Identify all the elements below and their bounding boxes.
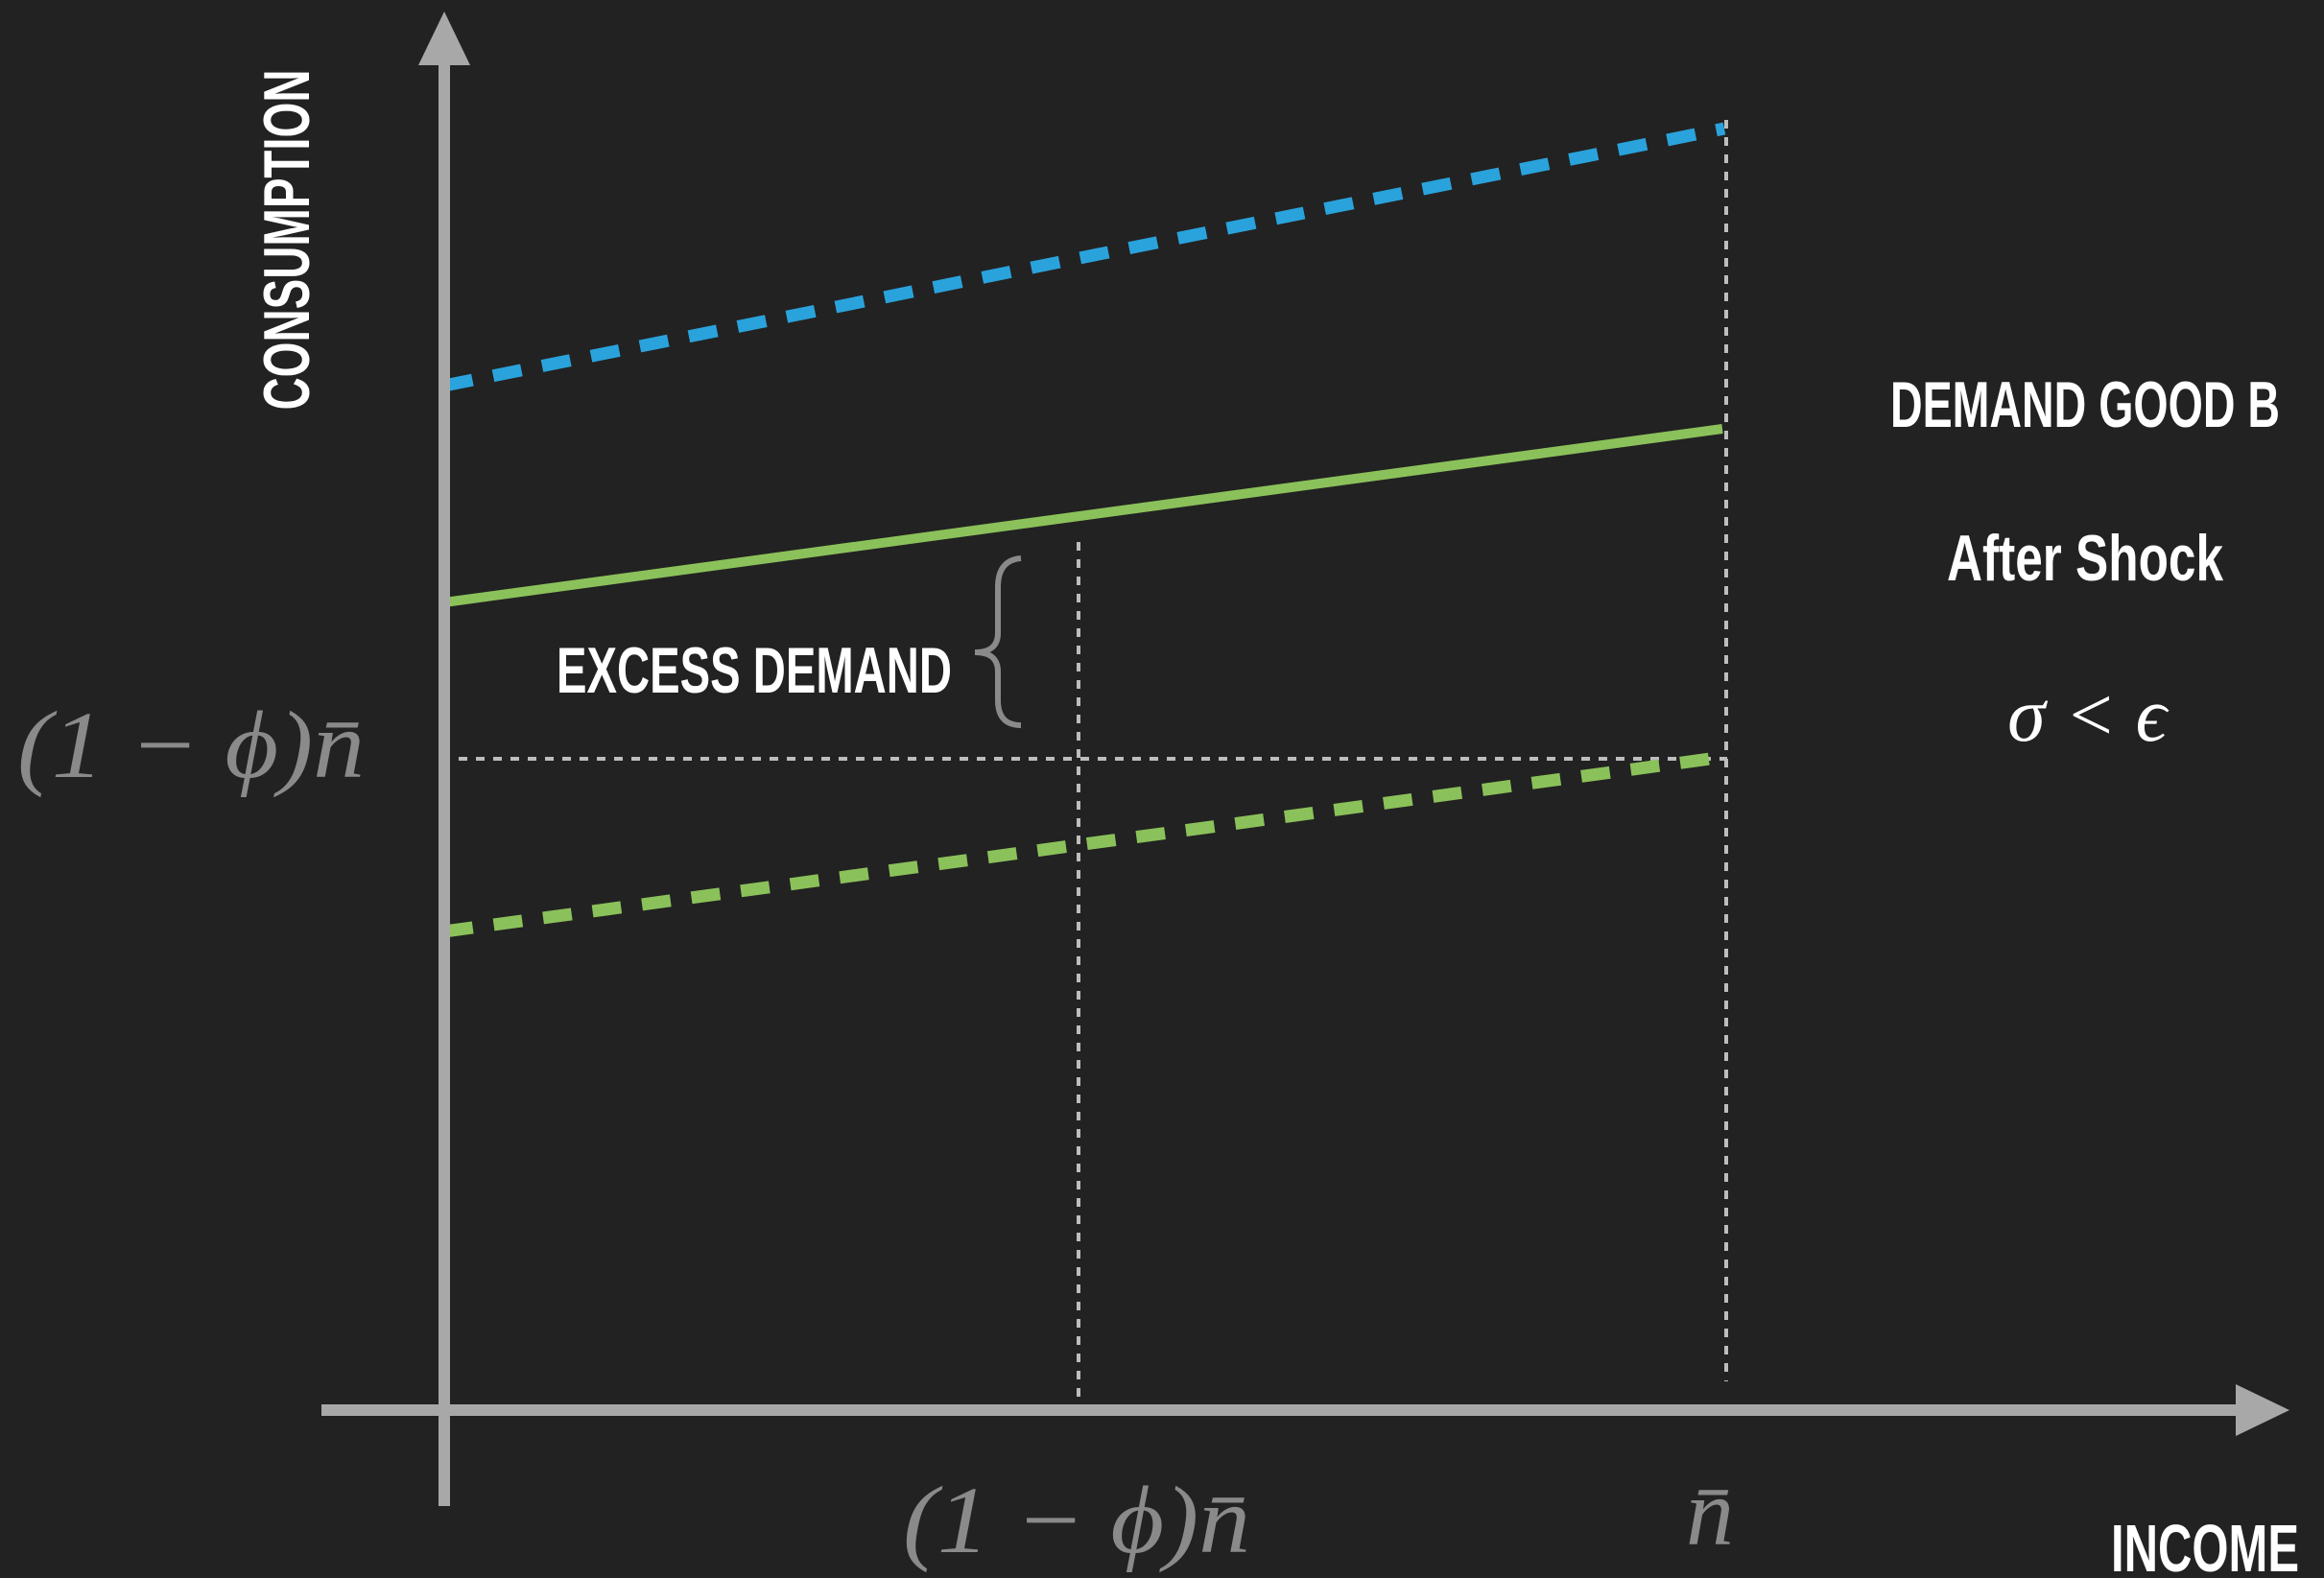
y-tick-label: (1 − ϕ)n̄ — [17, 692, 365, 798]
condition-formula: σ < ϵ — [2007, 673, 2169, 758]
y-axis-arrowhead — [418, 12, 470, 65]
green-solid-line — [443, 424, 1723, 607]
y-axis-label: CONSUMPTION — [250, 70, 323, 411]
diagram-subtitle: After Shock — [1947, 522, 2223, 595]
green-dashed-line — [443, 750, 1725, 938]
excess-demand-brace — [974, 555, 1022, 728]
diagram-title: DEMAND GOOD B — [1890, 368, 2280, 441]
x-axis-arrowhead — [2236, 1384, 2289, 1436]
x-axis-label: INCOME — [2111, 1511, 2299, 1578]
x-tick-label-1: (1 − ϕ)n̄ — [903, 1467, 1250, 1573]
blue-dashed-line — [442, 122, 1726, 392]
excess-demand-label: EXCESS DEMAND — [557, 634, 952, 707]
x-tick-label-2: n̄ — [1686, 1459, 1734, 1566]
